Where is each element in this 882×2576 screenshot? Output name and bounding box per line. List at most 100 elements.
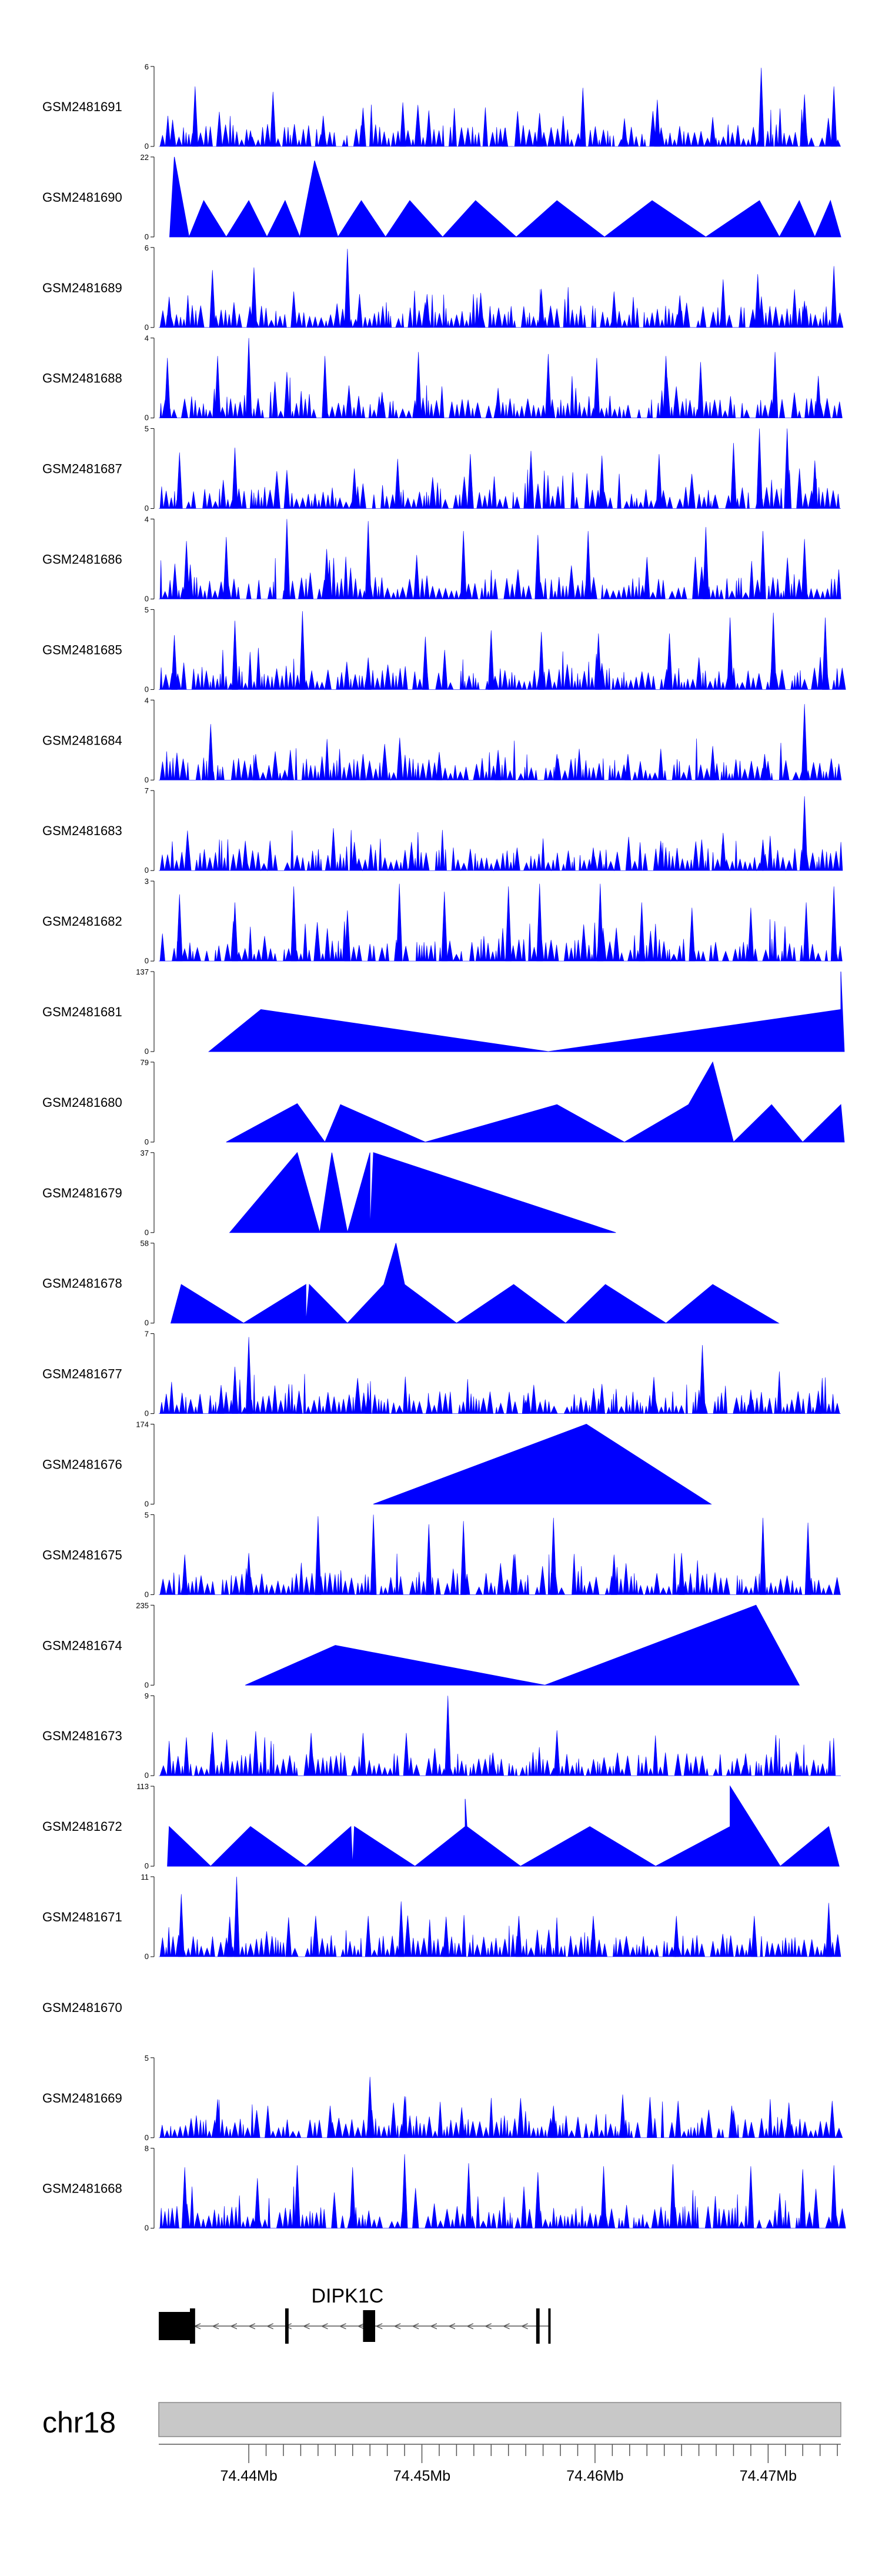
- coverage-peak: [830, 886, 837, 962]
- coverage-peak: [209, 270, 216, 328]
- coverage-peak: [299, 611, 306, 690]
- y-tick-label: 0: [145, 956, 149, 965]
- coverage-peak: [670, 2164, 676, 2228]
- track-GSM2481686: GSM2481686 4 0: [42, 515, 841, 603]
- exon: [189, 2308, 195, 2344]
- coverage-peak: [425, 1400, 432, 1414]
- coverage-peak: [489, 1752, 496, 1776]
- strand-arrow: <: [467, 2320, 474, 2333]
- coverage-peak: [830, 2165, 837, 2228]
- y-tick-label: 0: [145, 1861, 149, 1870]
- y-tick-label: 5: [145, 425, 149, 433]
- coverage-peak: [760, 530, 766, 599]
- y-tick-label: 37: [141, 1149, 149, 1157]
- coverage-peak: [290, 291, 297, 328]
- coverage-peak: [181, 1554, 188, 1595]
- y-tick-label: 0: [145, 1590, 149, 1599]
- track-GSM2481687: GSM2481687 5 0: [42, 425, 841, 513]
- coverage-peak: [550, 2105, 557, 2138]
- coverage-peak: [218, 1384, 225, 1414]
- coverage-peak: [465, 2163, 472, 2228]
- strand-arrow: <: [322, 2320, 329, 2333]
- coverage-peak: [624, 754, 632, 780]
- coverage-peak: [467, 454, 474, 509]
- coverage-peak: [799, 2169, 806, 2228]
- coverage-peak: [232, 448, 238, 509]
- y-tick-label: 0: [145, 142, 149, 151]
- strand-arrow: <: [449, 2320, 456, 2333]
- coverage-peak: [245, 1337, 252, 1414]
- track-GSM2481680: GSM2481680 79 0: [42, 1058, 845, 1146]
- y-tick-label: 0: [145, 1952, 149, 1961]
- track-label: GSM2481677: [42, 1367, 122, 1382]
- coverage-peak: [370, 1514, 377, 1595]
- coverage-peak: [502, 128, 509, 147]
- coverage-peak: [365, 1392, 372, 1414]
- y-tick-label: 0: [145, 775, 149, 784]
- coverage-peak: [826, 1903, 832, 1957]
- coverage-peak: [761, 754, 768, 780]
- coverage-area: [159, 738, 842, 781]
- coverage-peak: [252, 1731, 259, 1776]
- coverage-peak: [322, 356, 328, 418]
- x-tick-label: 74.44Mb: [220, 2468, 277, 2484]
- coverage-area: [226, 1061, 845, 1143]
- coverage-peak: [365, 1916, 372, 1957]
- track-GSM2481674: GSM2481674 235 0: [42, 1601, 800, 1689]
- coverage-peak: [245, 1553, 252, 1595]
- coverage-peak: [477, 292, 484, 328]
- y-tick-label: 7: [145, 1330, 149, 1339]
- coverage-peak: [590, 847, 597, 871]
- y-tick-label: 0: [145, 685, 149, 693]
- coverage-area: [167, 1785, 840, 1867]
- coverage-area: [169, 156, 841, 238]
- coverage-peak: [599, 455, 606, 509]
- coverage-peak: [265, 2105, 271, 2138]
- coverage-peak: [183, 540, 190, 599]
- coverage-peak: [216, 112, 223, 147]
- coverage-peak: [742, 1753, 749, 1776]
- coverage-peak: [673, 1916, 680, 1957]
- gene-name-label: DIPK1C: [311, 2285, 383, 2307]
- strand-arrow: <: [303, 2320, 310, 2333]
- coverage-peak: [233, 1876, 240, 1957]
- coverage-peak: [252, 754, 259, 780]
- y-tick-label: 174: [136, 1420, 149, 1429]
- coverage-peak: [510, 1554, 517, 1595]
- coverage-area: [159, 648, 846, 690]
- coverage-peak: [232, 620, 238, 690]
- y-tick-label: 0: [145, 1137, 149, 1146]
- coverage-peak: [394, 459, 401, 509]
- track-label: GSM2481691: [42, 99, 122, 114]
- strand-arrow: <: [340, 2320, 347, 2333]
- track-label: GSM2481683: [42, 823, 122, 838]
- coverage-peak: [192, 86, 199, 147]
- track-GSM2481681: GSM2481681 137 0: [42, 967, 845, 1056]
- coverage-area: [170, 1243, 780, 1324]
- coverage-peak: [730, 443, 737, 509]
- strand-arrow: <: [522, 2320, 529, 2333]
- coverage-peak: [458, 2107, 465, 2138]
- coverage-peak: [599, 1384, 606, 1414]
- y-tick-label: 22: [141, 153, 149, 162]
- coverage-peak: [351, 842, 358, 871]
- coverage-peak: [703, 527, 709, 599]
- track-label: GSM2481682: [42, 914, 122, 929]
- coverage-peak: [553, 1730, 560, 1776]
- exon: [548, 2308, 551, 2344]
- track-label: GSM2481673: [42, 1729, 122, 1743]
- track-label: GSM2481669: [42, 2091, 122, 2105]
- coverage-peak: [729, 2105, 735, 2138]
- coverage-peak: [786, 2102, 793, 2138]
- track-label: GSM2481672: [42, 1819, 122, 1834]
- coverage-peak: [656, 454, 663, 509]
- coverage-peak: [536, 883, 543, 962]
- coverage-peak: [181, 2167, 188, 2228]
- coverage-peak: [283, 372, 290, 418]
- coverage-peak: [600, 2166, 607, 2228]
- track-GSM2481684: GSM2481684 4 0: [42, 696, 842, 784]
- coverage-peak: [801, 94, 808, 147]
- strand-arrow: <: [267, 2320, 274, 2333]
- coverage-peak: [804, 1522, 811, 1595]
- coverage-peak: [185, 839, 192, 871]
